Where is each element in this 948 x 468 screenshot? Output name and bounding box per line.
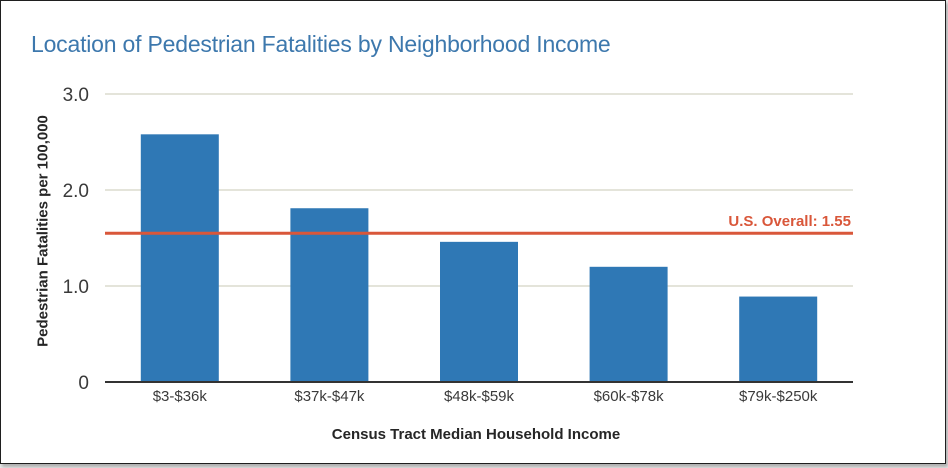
chart-title: Location of Pedestrian Fatalities by Nei… bbox=[31, 31, 611, 57]
x-tick-label: $48k-$59k bbox=[444, 388, 515, 405]
bar bbox=[440, 241, 518, 382]
x-axis-label: Census Tract Median Household Income bbox=[331, 426, 621, 443]
y-tick-label: 2.0 bbox=[63, 181, 89, 202]
x-tick-label: $79k-$250k bbox=[739, 388, 818, 405]
bar bbox=[290, 208, 369, 382]
x-tick-label: $3-$36k bbox=[153, 388, 208, 405]
x-tick-label: $60k-$78k bbox=[594, 388, 665, 405]
x-tick-label: $37k-$47k bbox=[294, 388, 365, 405]
bar bbox=[140, 134, 219, 382]
bar bbox=[589, 266, 668, 382]
y-tick-label: 0 bbox=[78, 373, 89, 394]
bar bbox=[739, 296, 818, 382]
y-tick-label: 1.0 bbox=[63, 277, 89, 298]
reference-line-label: U.S. Overall: 1.55 bbox=[728, 213, 851, 230]
y-tick-label: 3.0 bbox=[63, 85, 89, 106]
